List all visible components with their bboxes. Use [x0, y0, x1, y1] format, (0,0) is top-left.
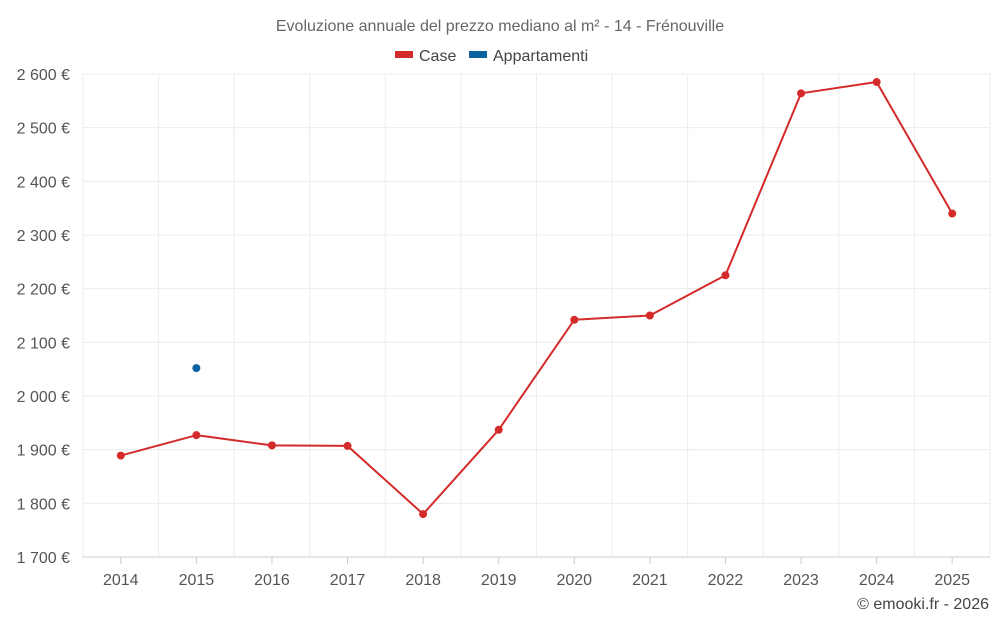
series-line-case	[120, 81, 954, 516]
legend: Case Appartamenti	[395, 48, 588, 65]
x-tick-label: 2025	[934, 572, 970, 589]
credit-text: © emooki.fr - 2026	[857, 596, 989, 613]
data-point-case[interactable]	[116, 451, 125, 460]
series-appartamenti	[192, 364, 201, 373]
y-tick-label: 2 500 €	[17, 121, 70, 138]
y-tick-label: 1 900 €	[17, 443, 70, 460]
data-point-appartamenti[interactable]	[192, 364, 201, 373]
legend-item-appartamenti[interactable]: Appartamenti	[469, 48, 588, 65]
x-tick-label: 2022	[708, 572, 744, 589]
data-point-case[interactable]	[721, 271, 730, 280]
x-tick-label: 2017	[330, 572, 366, 589]
x-tick-label: 2016	[254, 572, 290, 589]
y-tick-label: 2 600 €	[17, 67, 70, 84]
y-tick-label: 2 000 €	[17, 389, 70, 406]
data-point-case[interactable]	[343, 441, 352, 450]
y-tick-label: 1 800 €	[17, 496, 70, 513]
y-tick-label: 1 700 €	[17, 550, 70, 567]
x-tick-label: 2020	[556, 572, 592, 589]
x-axis: 2014 2015 2016 2017 2018 2019 2020 2021 2022 2023…	[83, 556, 990, 589]
data-point-case[interactable]	[494, 425, 503, 434]
data-point-case[interactable]	[948, 209, 957, 218]
grid	[82, 73, 991, 557]
x-tick-label: 2023	[783, 572, 819, 589]
data-point-case[interactable]	[267, 441, 276, 450]
legend-item-case[interactable]: Case	[395, 48, 456, 65]
legend-swatch-appartamenti	[469, 51, 487, 58]
series-case	[116, 78, 957, 519]
y-tick-label: 2 400 €	[17, 174, 70, 191]
legend-label-case: Case	[419, 48, 456, 65]
legend-swatch-case	[395, 51, 413, 58]
legend-label-appartamenti: Appartamenti	[493, 48, 588, 65]
x-tick-label: 2024	[859, 572, 895, 589]
y-tick-label: 2 200 €	[17, 282, 70, 299]
data-point-case[interactable]	[419, 510, 428, 519]
chart-title: Evoluzione annuale del prezzo mediano al…	[276, 18, 724, 35]
y-tick-label: 2 300 €	[17, 228, 70, 245]
y-tick-label: 2 100 €	[17, 335, 70, 352]
x-tick-label: 2014	[103, 572, 139, 589]
x-tick-label: 2019	[481, 572, 517, 589]
series	[116, 78, 957, 519]
data-point-case[interactable]	[797, 89, 806, 98]
data-point-case[interactable]	[570, 315, 579, 324]
data-point-case[interactable]	[645, 311, 654, 320]
x-tick-label: 2018	[405, 572, 441, 589]
y-axis: 1 700 € 1 800 € 1 900 € 2 000 € 2 100 € 2 200…	[17, 67, 70, 567]
x-tick-label: 2021	[632, 572, 668, 589]
data-point-case[interactable]	[192, 431, 201, 440]
x-tick-label: 2015	[179, 572, 215, 589]
data-point-case[interactable]	[872, 78, 881, 87]
